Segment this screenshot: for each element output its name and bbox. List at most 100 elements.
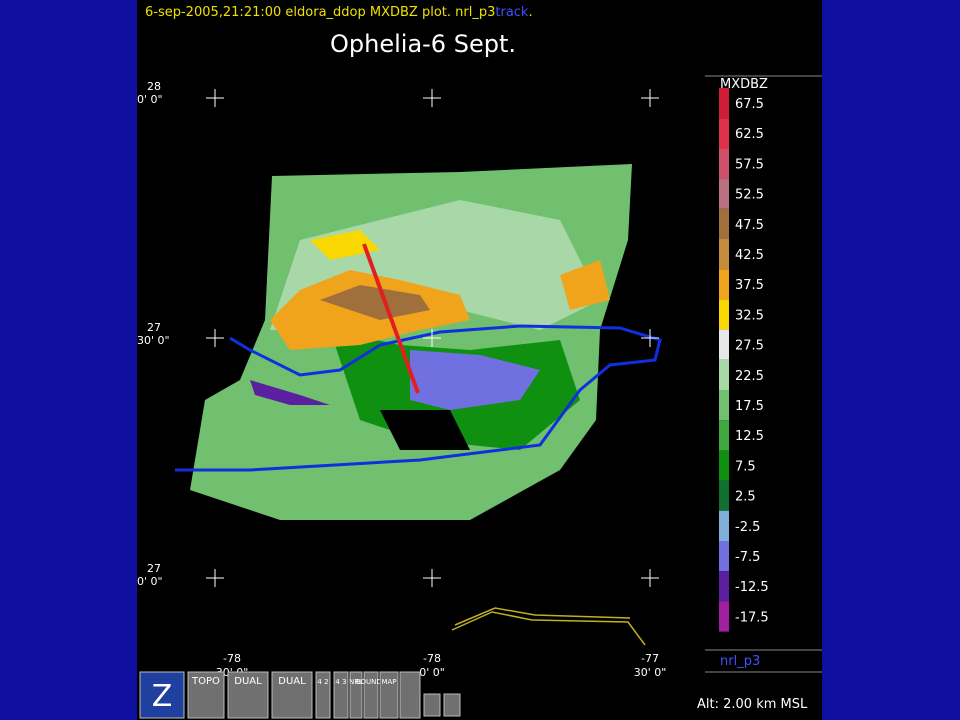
legend-swatch xyxy=(719,541,729,572)
button-label[interactable]: 4 2 xyxy=(317,678,328,686)
legend-label: 2.5 xyxy=(735,490,756,505)
legend-swatch xyxy=(719,329,729,360)
button-label[interactable]: DUAL xyxy=(278,676,306,687)
button-label[interactable]: NRL xyxy=(349,678,363,686)
legend-label: 57.5 xyxy=(735,157,764,172)
header-track: track xyxy=(495,5,529,20)
legend-label: -2.5 xyxy=(735,520,760,535)
title: Ophelia-6 Sept. xyxy=(330,30,516,58)
button-face[interactable] xyxy=(187,671,225,719)
button-face[interactable] xyxy=(271,671,313,719)
button-face[interactable] xyxy=(443,693,461,717)
lon-label: -78 xyxy=(423,652,441,665)
toolbar-button[interactable]: TOPO xyxy=(187,671,225,719)
legend-swatch xyxy=(719,601,729,632)
legend-swatch xyxy=(719,88,729,119)
toolbar-button[interactable]: DUAL xyxy=(271,671,313,719)
legend-label: 7.5 xyxy=(735,459,756,474)
legend-label: -17.5 xyxy=(735,610,769,625)
legend-swatch xyxy=(719,208,729,239)
legend-label: 27.5 xyxy=(735,339,764,354)
legend-title: MXDBZ xyxy=(720,77,768,92)
button-label[interactable]: MAP xyxy=(381,678,396,686)
legend-label: -12.5 xyxy=(735,580,769,595)
button-label[interactable]: DUAL xyxy=(234,676,262,687)
legend-label: 67.5 xyxy=(735,97,764,112)
echo-gap xyxy=(380,410,470,450)
echo-purple xyxy=(410,350,540,410)
platform: nrl_p3 xyxy=(720,654,760,669)
toolbar-button[interactable]: DUAL xyxy=(227,671,269,719)
echo-yellow xyxy=(310,230,380,260)
cross-section-line xyxy=(362,243,420,394)
lat-label: 30' 0" xyxy=(137,334,170,347)
lat-label: 0' 0" xyxy=(137,93,163,106)
button-label[interactable]: BOUNDS xyxy=(356,678,387,686)
legend-label: 47.5 xyxy=(735,218,764,233)
lat-label: 27 xyxy=(147,562,161,575)
topo-outline xyxy=(454,607,631,626)
radar-field xyxy=(190,164,632,520)
header: 6-sep-2005,21:21:00 eldora_ddop MXDBZ pl… xyxy=(145,5,533,20)
button-label[interactable]: Z xyxy=(152,679,173,714)
button-face[interactable] xyxy=(333,671,349,719)
legend-label: 52.5 xyxy=(735,188,764,203)
legend-label: 12.5 xyxy=(735,429,764,444)
lon-label: -77 xyxy=(641,652,659,665)
lat-label: 27 xyxy=(147,321,161,334)
legend-swatch xyxy=(719,299,729,330)
legend-swatch xyxy=(719,178,729,209)
toolbar-button[interactable]: Z xyxy=(139,671,185,719)
button-face[interactable] xyxy=(399,671,421,719)
toolbar-button[interactable]: 4 3 xyxy=(333,671,349,719)
button-face[interactable] xyxy=(363,671,379,719)
legend-label: 32.5 xyxy=(735,308,764,323)
legend-label: 62.5 xyxy=(735,127,764,142)
lat-label: 0' 0" xyxy=(137,575,163,588)
button-face[interactable] xyxy=(379,671,399,719)
button-label[interactable]: 4 3 xyxy=(335,678,346,686)
button-face[interactable] xyxy=(227,671,269,719)
legend-swatch xyxy=(719,269,729,300)
button-face[interactable] xyxy=(139,671,185,719)
toolbar-button[interactable]: BOUNDS xyxy=(356,671,387,719)
button-label[interactable]: TOPO xyxy=(191,676,220,687)
altitude: Alt: 2.00 km MSL xyxy=(697,697,808,712)
legend-label: 37.5 xyxy=(735,278,764,293)
grid-crosses xyxy=(206,89,659,587)
legend-label: 42.5 xyxy=(735,248,764,263)
legend-label: 22.5 xyxy=(735,369,764,384)
legend-swatch xyxy=(719,118,729,149)
toolbar-button[interactable]: MAP xyxy=(379,671,399,719)
toolbar-button[interactable]: NRL xyxy=(349,671,363,719)
legend-swatch xyxy=(719,510,729,541)
legend-swatch xyxy=(719,420,729,451)
flight-track xyxy=(175,324,662,472)
lon-label: 30' 0" xyxy=(634,666,667,679)
legend-swatch xyxy=(719,359,729,390)
header-text: 6-sep-2005,21:21:00 eldora_ddop MXDBZ pl… xyxy=(145,5,495,20)
legend-swatch xyxy=(719,450,729,481)
echo-orange-2 xyxy=(560,260,610,310)
header-end: . xyxy=(528,5,532,20)
button-face[interactable] xyxy=(423,693,441,717)
legend-label: -7.5 xyxy=(735,550,760,565)
legend-label: 17.5 xyxy=(735,399,764,414)
button-face[interactable] xyxy=(349,671,363,719)
echo-brown xyxy=(320,285,430,320)
lon-label: -78 xyxy=(223,652,241,665)
lat-label: 28 xyxy=(147,80,161,93)
legend-swatch xyxy=(719,239,729,270)
echo-violet xyxy=(250,380,330,405)
legend-swatch xyxy=(719,148,729,179)
toolbar-button[interactable]: 4 2 xyxy=(315,671,331,719)
button-face[interactable] xyxy=(315,671,331,719)
legend: 67.5 62.5 57.5 52.5 47.5 42.5 37.5 32.5 27.5 22.5… xyxy=(719,88,769,632)
lon-label: 0' 0" xyxy=(419,666,445,679)
topo-outline xyxy=(451,611,646,646)
legend-swatch xyxy=(719,390,729,421)
legend-swatch xyxy=(719,571,729,602)
